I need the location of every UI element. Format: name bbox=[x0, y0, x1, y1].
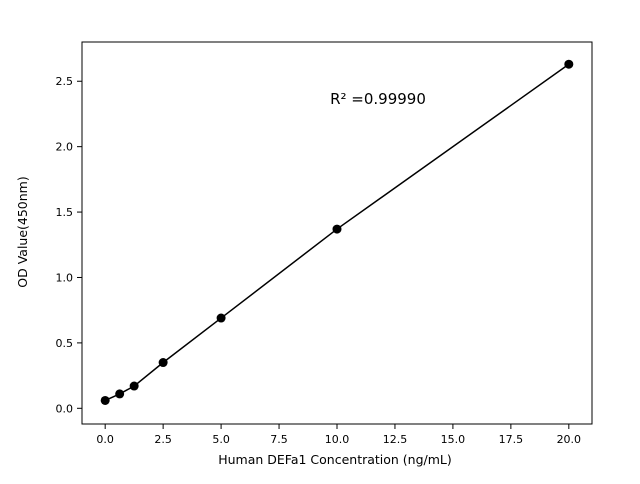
y-tick-label: 1.0 bbox=[56, 271, 74, 284]
y-tick-label: 1.5 bbox=[56, 206, 74, 219]
x-tick-label: 2.5 bbox=[154, 433, 172, 446]
data-point bbox=[564, 59, 574, 69]
x-tick-label: 12.5 bbox=[383, 433, 408, 446]
y-tick-label: 2.0 bbox=[56, 141, 74, 154]
x-tick-label: 10.0 bbox=[325, 433, 350, 446]
x-tick-label: 0.0 bbox=[96, 433, 114, 446]
r-squared-annotation: R² =0.99990 bbox=[330, 90, 426, 108]
y-axis-label: OD Value(450nm) bbox=[15, 176, 30, 287]
data-point bbox=[115, 389, 125, 399]
y-tick-label: 0.5 bbox=[56, 337, 74, 350]
data-point bbox=[100, 395, 110, 405]
x-tick-label: 20.0 bbox=[557, 433, 582, 446]
x-tick-label: 17.5 bbox=[499, 433, 524, 446]
data-series bbox=[100, 59, 574, 405]
x-axis-label: Human DEFa1 Concentration (ng/mL) bbox=[218, 452, 452, 467]
x-tick-label: 5.0 bbox=[212, 433, 230, 446]
x-axis-ticks: 0.0 2.5 5.0 7.5 10.0 12.5 15.0 17.5 20.0 bbox=[96, 424, 581, 446]
data-point bbox=[158, 358, 168, 368]
y-axis-ticks: 0.0 0.5 1.0 1.5 2.0 2.5 bbox=[56, 75, 82, 415]
data-point bbox=[129, 381, 139, 391]
y-tick-label: 0.0 bbox=[56, 402, 74, 415]
data-point bbox=[216, 313, 226, 323]
x-tick-label: 7.5 bbox=[270, 433, 288, 446]
x-tick-label: 15.0 bbox=[441, 433, 466, 446]
data-point bbox=[332, 224, 342, 234]
y-tick-label: 2.5 bbox=[56, 75, 74, 88]
